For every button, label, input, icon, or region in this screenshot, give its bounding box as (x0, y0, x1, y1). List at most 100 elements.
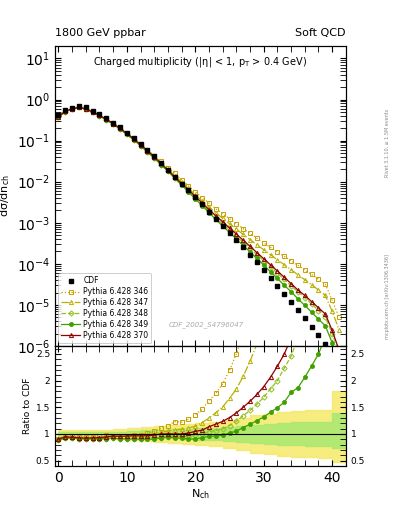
Line: Pythia 6.428 348: Pythia 6.428 348 (57, 105, 341, 354)
Pythia 6.428 347 (173, 173, 177, 179)
Pythia 6.428 370 (118, 125, 122, 131)
Pythia 6.428 347 (220, 215, 225, 221)
Pythia 6.428 349 (159, 162, 163, 168)
Pythia 6.428 349 (145, 149, 150, 155)
Pythia 6.428 370 (138, 141, 143, 147)
Pythia 6.428 349 (234, 236, 239, 242)
CDF (309, 324, 314, 330)
Pythia 6.428 348 (282, 276, 286, 282)
CDF (165, 167, 170, 173)
Pythia 6.428 349 (248, 249, 252, 255)
Pythia 6.428 346 (152, 153, 156, 159)
Pythia 6.428 349 (303, 303, 307, 309)
Pythia 6.428 370 (227, 225, 232, 231)
Pythia 6.428 347 (145, 147, 150, 154)
Pythia 6.428 370 (165, 167, 170, 173)
Pythia 6.428 370 (268, 262, 273, 268)
Pythia 6.428 349 (179, 182, 184, 188)
Pythia 6.428 346 (179, 177, 184, 183)
Pythia 6.428 346 (56, 114, 61, 120)
Pythia 6.428 348 (248, 245, 252, 251)
Pythia 6.428 346 (289, 258, 294, 264)
Pythia 6.428 348 (104, 117, 109, 123)
Pythia 6.428 348 (70, 106, 75, 112)
CDF (125, 130, 129, 136)
Pythia 6.428 348 (220, 221, 225, 227)
Pythia 6.428 370 (248, 243, 252, 249)
Pythia 6.428 346 (97, 112, 102, 118)
CDF (282, 290, 286, 296)
Pythia 6.428 370 (241, 237, 246, 243)
Pythia 6.428 370 (83, 106, 88, 112)
Pythia 6.428 346 (330, 297, 334, 303)
Pythia 6.428 347 (97, 112, 102, 118)
Pythia 6.428 349 (152, 155, 156, 161)
X-axis label: $N_{ch}$: $N_{ch}$ (191, 487, 210, 501)
Pythia 6.428 370 (193, 193, 198, 199)
Pythia 6.428 349 (296, 296, 300, 302)
Pythia 6.428 370 (186, 187, 191, 193)
Pythia 6.428 347 (255, 242, 259, 248)
Pythia 6.428 346 (234, 221, 239, 227)
Pythia 6.428 347 (152, 154, 156, 160)
Pythia 6.428 348 (186, 188, 191, 194)
Pythia 6.428 349 (131, 137, 136, 143)
Line: Pythia 6.428 347: Pythia 6.428 347 (56, 105, 341, 332)
Pythia 6.428 346 (268, 244, 273, 250)
Pythia 6.428 370 (179, 180, 184, 186)
Pythia 6.428 346 (173, 170, 177, 176)
Pythia 6.428 348 (234, 233, 239, 239)
Pythia 6.428 348 (118, 126, 122, 132)
Text: Soft QCD: Soft QCD (296, 28, 346, 38)
Pythia 6.428 348 (255, 251, 259, 258)
Pythia 6.428 349 (70, 106, 75, 112)
Pythia 6.428 347 (200, 198, 204, 204)
Pythia 6.428 347 (90, 109, 95, 115)
Pythia 6.428 370 (296, 287, 300, 293)
Pythia 6.428 349 (193, 196, 198, 202)
Pythia 6.428 370 (90, 109, 95, 115)
Pythia 6.428 370 (261, 255, 266, 262)
Pythia 6.428 347 (70, 106, 75, 112)
Pythia 6.428 348 (227, 227, 232, 233)
Pythia 6.428 370 (282, 274, 286, 281)
CDF (316, 332, 321, 338)
CDF (330, 361, 334, 368)
Pythia 6.428 349 (268, 269, 273, 275)
Pythia 6.428 347 (268, 252, 273, 258)
Pythia 6.428 370 (289, 281, 294, 287)
Pythia 6.428 347 (275, 257, 280, 263)
Pythia 6.428 370 (309, 298, 314, 305)
Text: mcplots.cern.ch [arXiv:1306.3436]: mcplots.cern.ch [arXiv:1306.3436] (385, 254, 390, 339)
Pythia 6.428 346 (227, 216, 232, 222)
Pythia 6.428 346 (165, 164, 170, 170)
Pythia 6.428 348 (337, 349, 342, 355)
Pythia 6.428 346 (70, 105, 75, 112)
Pythia 6.428 347 (131, 136, 136, 142)
CDF (104, 115, 109, 121)
CDF (193, 194, 198, 200)
Pythia 6.428 349 (200, 203, 204, 209)
Text: CDF_2002_S4796047: CDF_2002_S4796047 (169, 321, 244, 328)
Pythia 6.428 370 (220, 219, 225, 225)
Pythia 6.428 349 (186, 189, 191, 195)
Pythia 6.428 370 (63, 108, 68, 114)
Pythia 6.428 349 (104, 117, 109, 123)
Pythia 6.428 348 (193, 195, 198, 201)
Pythia 6.428 349 (227, 229, 232, 236)
Pythia 6.428 348 (56, 114, 61, 120)
Pythia 6.428 346 (193, 188, 198, 195)
Pythia 6.428 349 (63, 109, 68, 115)
Pythia 6.428 349 (309, 309, 314, 315)
Pythia 6.428 349 (261, 262, 266, 268)
Pythia 6.428 347 (193, 191, 198, 198)
CDF (173, 174, 177, 180)
Pythia 6.428 347 (303, 276, 307, 283)
Pythia 6.428 346 (241, 225, 246, 231)
CDF (234, 237, 239, 243)
CDF (220, 223, 225, 229)
CDF (90, 108, 95, 114)
CDF (138, 141, 143, 147)
Pythia 6.428 349 (165, 168, 170, 174)
CDF (268, 275, 273, 281)
